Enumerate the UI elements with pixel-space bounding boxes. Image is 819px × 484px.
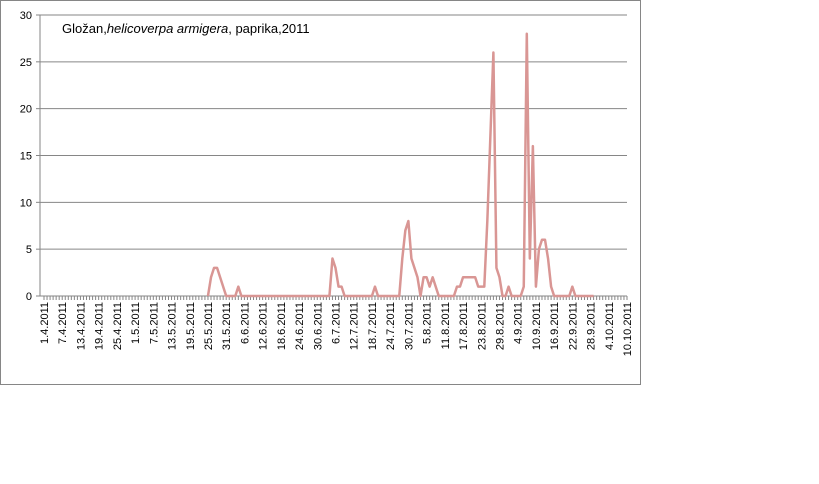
chart-title: Gložan,helicoverpa armigera, paprika,201…	[62, 21, 310, 36]
title-part: , paprika,2011	[228, 21, 309, 36]
x-tick-label: 17.8.2011	[458, 302, 470, 350]
y-tick-label: 10	[20, 197, 32, 209]
x-tick-label: 24.7.2011	[385, 302, 397, 350]
x-tick-label: 30.6.2011	[312, 302, 324, 350]
x-tick-label: 6.6.2011	[239, 302, 251, 344]
x-tick-label: 1.4.2011	[39, 302, 51, 344]
x-tick-label: 19.5.2011	[185, 302, 197, 350]
x-tick-label: 29.8.2011	[494, 302, 506, 350]
x-tick-label: 13.5.2011	[167, 302, 179, 350]
title-part: helicoverpa armigera	[107, 21, 228, 36]
x-tick-label: 24.6.2011	[294, 302, 306, 350]
x-tick-label: 1.5.2011	[130, 302, 142, 344]
data-line	[206, 32, 594, 298]
x-tick-label: 30.7.2011	[403, 302, 415, 350]
x-tick-label: 10.9.2011	[531, 302, 543, 350]
x-tick-label: 25.5.2011	[203, 302, 215, 350]
y-tick-label: 5	[26, 244, 32, 256]
x-tick-label: 16.9.2011	[549, 302, 561, 350]
x-tick-label: 4.9.2011	[513, 302, 525, 344]
x-tick-label: 4.10.2011	[604, 302, 616, 350]
x-tick-label: 28.9.2011	[586, 302, 598, 350]
x-tick-label: 7.5.2011	[148, 302, 160, 344]
x-tick-label: 13.4.2011	[75, 302, 87, 350]
x-tick-label: 12.7.2011	[349, 302, 361, 350]
y-tick-label: 20	[20, 104, 32, 116]
y-tick-label: 30	[20, 10, 32, 22]
x-tick-label: 22.9.2011	[567, 302, 579, 350]
x-tick-label: 12.6.2011	[258, 302, 270, 350]
x-tick-label: 11.8.2011	[440, 302, 452, 349]
y-tick-label: 0	[26, 291, 32, 303]
y-tick-label: 15	[20, 151, 32, 163]
x-tick-label: 5.8.2011	[422, 302, 434, 344]
x-tick-label: 6.7.2011	[331, 302, 343, 344]
x-tick-label: 19.4.2011	[94, 302, 106, 350]
y-tick-label: 25	[20, 57, 32, 69]
x-tick-label: 25.4.2011	[112, 302, 124, 350]
x-tick-label: 7.4.2011	[57, 302, 69, 344]
title-part: Gložan,	[62, 21, 107, 36]
x-tick-label: 10.10.2011	[622, 302, 634, 356]
x-tick-label: 31.5.2011	[221, 302, 233, 350]
x-tick-label: 23.8.2011	[476, 302, 488, 350]
x-tick-label: 18.6.2011	[276, 302, 288, 350]
x-tick-label: 18.7.2011	[367, 302, 379, 350]
